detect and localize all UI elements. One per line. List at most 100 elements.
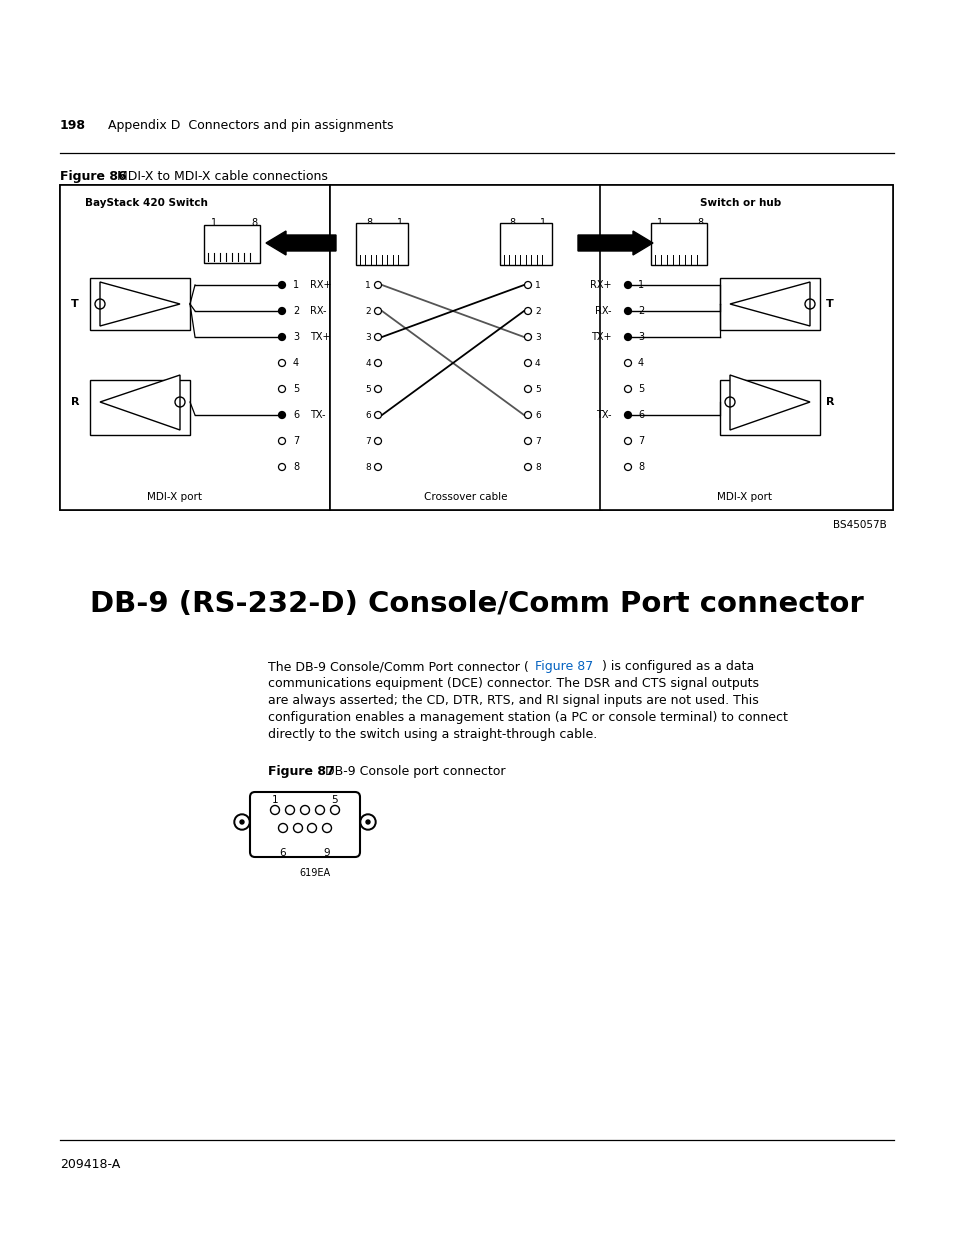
- Text: MDI-X port: MDI-X port: [148, 492, 202, 501]
- Text: R: R: [71, 396, 79, 408]
- Circle shape: [366, 820, 370, 824]
- Text: 8: 8: [638, 462, 643, 472]
- Text: Figure 86: Figure 86: [60, 170, 127, 183]
- Circle shape: [624, 333, 631, 341]
- Text: 2: 2: [535, 306, 540, 315]
- Text: Figure 87: Figure 87: [535, 659, 593, 673]
- FancyBboxPatch shape: [250, 792, 359, 857]
- Circle shape: [624, 282, 631, 289]
- Text: configuration enables a management station (a PC or console terminal) to connect: configuration enables a management stati…: [268, 711, 787, 724]
- Text: RX-: RX-: [310, 306, 326, 316]
- Text: 1: 1: [539, 219, 545, 228]
- Text: 3: 3: [293, 332, 299, 342]
- Bar: [720, 380, 820, 435]
- Text: are always asserted; the CD, DTR, RTS, and RI signal inputs are not used. This: are always asserted; the CD, DTR, RTS, a…: [268, 694, 758, 706]
- Text: 6: 6: [638, 410, 643, 420]
- Text: T: T: [71, 299, 79, 309]
- Text: BS45057B: BS45057B: [832, 520, 886, 530]
- Bar: [204, 225, 260, 263]
- Text: T: T: [825, 299, 833, 309]
- Text: TX-: TX-: [596, 410, 612, 420]
- Bar: [60, 185, 892, 510]
- Text: MDI-X to MDI-X cable connections: MDI-X to MDI-X cable connections: [117, 170, 328, 183]
- Circle shape: [624, 411, 631, 419]
- Text: 5: 5: [332, 795, 338, 805]
- Text: 8: 8: [697, 219, 702, 228]
- Text: 1: 1: [535, 280, 540, 289]
- Text: Appendix D  Connectors and pin assignments: Appendix D Connectors and pin assignment…: [108, 119, 393, 132]
- Text: 1: 1: [365, 280, 371, 289]
- FancyArrow shape: [266, 231, 335, 254]
- Circle shape: [361, 816, 374, 827]
- Text: 5: 5: [535, 384, 540, 394]
- Bar: [355, 224, 408, 266]
- Text: DB-9 (RS-232-D) Console/Comm Port connector: DB-9 (RS-232-D) Console/Comm Port connec…: [90, 590, 863, 618]
- Text: 8: 8: [251, 219, 256, 228]
- Circle shape: [278, 333, 285, 341]
- Text: 4: 4: [293, 358, 299, 368]
- Text: TX+: TX+: [591, 332, 612, 342]
- Text: TX-: TX-: [310, 410, 325, 420]
- Text: 3: 3: [535, 332, 540, 342]
- Text: DB-9 Console port connector: DB-9 Console port connector: [325, 764, 505, 778]
- Text: 1: 1: [396, 219, 402, 228]
- Text: 198: 198: [60, 119, 86, 132]
- Text: 209418-A: 209418-A: [60, 1158, 120, 1171]
- Text: Crossover cable: Crossover cable: [424, 492, 507, 501]
- Bar: [599, 185, 892, 510]
- Bar: [90, 278, 190, 330]
- Text: 8: 8: [366, 219, 372, 228]
- Text: 4: 4: [535, 358, 540, 368]
- Bar: [90, 380, 190, 435]
- Text: 5: 5: [365, 384, 371, 394]
- Text: ) is configured as a data: ) is configured as a data: [601, 659, 754, 673]
- Text: 6: 6: [535, 410, 540, 420]
- Text: R: R: [825, 396, 833, 408]
- Circle shape: [235, 816, 248, 827]
- Text: 5: 5: [293, 384, 299, 394]
- Text: 4: 4: [638, 358, 643, 368]
- Bar: [60, 185, 330, 510]
- Text: 7: 7: [293, 436, 299, 446]
- Bar: [330, 185, 601, 510]
- Text: 6: 6: [279, 848, 286, 858]
- Text: 1: 1: [272, 795, 278, 805]
- Polygon shape: [100, 375, 180, 430]
- FancyArrow shape: [578, 231, 652, 254]
- Text: The DB-9 Console/Comm Port connector (: The DB-9 Console/Comm Port connector (: [268, 659, 528, 673]
- Bar: [720, 278, 820, 330]
- Text: 5: 5: [638, 384, 643, 394]
- Text: 8: 8: [535, 462, 540, 472]
- Text: RX+: RX+: [310, 280, 331, 290]
- Text: 2: 2: [365, 306, 371, 315]
- Bar: [650, 224, 706, 266]
- Text: BayStack 420 Switch: BayStack 420 Switch: [85, 198, 208, 207]
- Polygon shape: [100, 282, 180, 326]
- Circle shape: [624, 308, 631, 315]
- Bar: [499, 224, 552, 266]
- Text: TX+: TX+: [310, 332, 330, 342]
- Text: 2: 2: [638, 306, 643, 316]
- Circle shape: [278, 282, 285, 289]
- Text: 619EA: 619EA: [299, 868, 331, 878]
- Text: communications equipment (DCE) connector. The DSR and CTS signal outputs: communications equipment (DCE) connector…: [268, 677, 759, 690]
- Text: 1: 1: [638, 280, 643, 290]
- Text: 8: 8: [365, 462, 371, 472]
- Polygon shape: [729, 375, 809, 430]
- Text: 1: 1: [293, 280, 299, 290]
- Text: 7: 7: [365, 436, 371, 446]
- Text: 7: 7: [535, 436, 540, 446]
- Text: RX-: RX-: [595, 306, 612, 316]
- Text: 3: 3: [638, 332, 643, 342]
- Text: 1: 1: [657, 219, 662, 228]
- Text: 8: 8: [293, 462, 299, 472]
- Polygon shape: [729, 282, 809, 326]
- Text: MDI-X port: MDI-X port: [717, 492, 772, 501]
- Text: directly to the switch using a straight-through cable.: directly to the switch using a straight-…: [268, 727, 597, 741]
- Text: 7: 7: [638, 436, 643, 446]
- Text: Switch or hub: Switch or hub: [700, 198, 781, 207]
- Circle shape: [359, 814, 375, 830]
- Circle shape: [240, 820, 244, 824]
- Circle shape: [233, 814, 250, 830]
- Text: 4: 4: [365, 358, 371, 368]
